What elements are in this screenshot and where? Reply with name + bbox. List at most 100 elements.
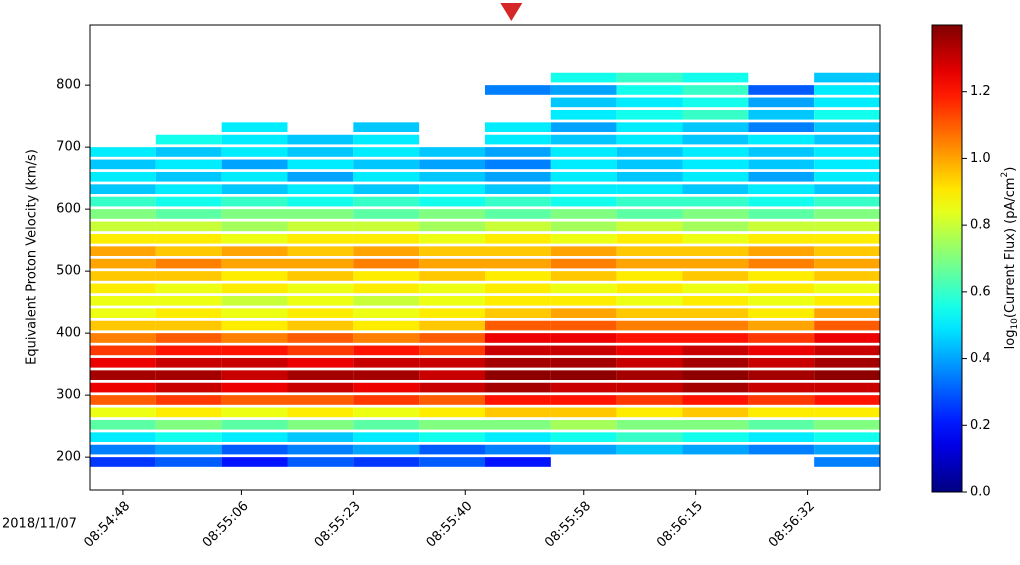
heatmap-cell: [748, 196, 815, 207]
colorbar-tick-label: 0.6: [970, 284, 991, 299]
y-tick-label: 600: [56, 202, 81, 217]
x-tick-label: 08:56:15: [654, 499, 706, 551]
heatmap-cell: [155, 134, 222, 145]
heatmap-cell: [682, 283, 749, 294]
heatmap-cell: [353, 320, 420, 331]
colorbar-title-part: ): [1003, 167, 1018, 172]
heatmap-cell: [221, 308, 288, 319]
heatmap-cell: [419, 395, 485, 405]
heatmap-cell: [485, 171, 551, 182]
heatmap-cell: [616, 184, 683, 195]
heatmap-cell: [550, 134, 617, 145]
heatmap-cell: [485, 209, 551, 219]
heatmap-cell: [616, 196, 683, 207]
heatmap-cell: [814, 109, 880, 120]
heatmap-cell: [814, 134, 880, 145]
heatmap-cell: [485, 407, 551, 418]
colorbar-tick-label: 0.0: [970, 485, 991, 500]
time-marker: [500, 3, 523, 21]
heatmap-cell: [682, 221, 749, 232]
heatmap-cell: [682, 184, 749, 195]
heatmap-cell: [814, 122, 880, 133]
heatmap-cell: [682, 370, 749, 381]
heatmap-cell: [550, 444, 617, 455]
heatmap-cell: [155, 308, 222, 319]
heatmap-cell: [748, 209, 815, 219]
heatmap-cell: [419, 171, 485, 182]
heatmap-cell: [221, 419, 288, 430]
heatmap-cell: [221, 271, 288, 281]
heatmap-cell: [814, 333, 880, 343]
heatmap-cell: [814, 395, 880, 405]
heatmap-cell: [682, 320, 749, 331]
heatmap-cell: [616, 333, 683, 343]
heatmap-cell: [221, 333, 288, 343]
heatmap-cell: [221, 147, 288, 157]
heatmap-cell: [419, 258, 485, 269]
heatmap-cell: [550, 407, 617, 418]
heatmap-cell: [616, 370, 683, 381]
heatmap-cell: [90, 419, 156, 430]
heatmap-cell: [287, 308, 354, 319]
heatmap-cell: [155, 382, 222, 393]
heatmap-cell: [287, 345, 354, 356]
heatmap-cell: [90, 333, 156, 343]
heatmap-cell: [90, 209, 156, 219]
heatmap-cell: [221, 171, 288, 182]
colorbar-tick-label: 1.2: [970, 84, 991, 99]
heatmap-cell: [616, 283, 683, 294]
heatmap-cell: [616, 134, 683, 145]
heatmap-cell: [550, 271, 617, 281]
colorbar-title: log10(Current Flux) (pA/cm2): [1000, 167, 1020, 350]
heatmap-cell: [90, 345, 156, 356]
heatmap-cell: [155, 233, 222, 244]
colorbar-title-part: log: [1003, 330, 1018, 350]
heatmap-cell: [155, 407, 222, 418]
heatmap-cell: [155, 246, 222, 257]
heatmap-cell: [221, 395, 288, 405]
x-date-label: 2018/11/07: [2, 517, 77, 532]
heatmap-cell: [155, 221, 222, 232]
heatmap-cell: [550, 419, 617, 430]
colorbar-tick-label: 0.8: [970, 218, 991, 233]
heatmap-cell: [353, 159, 420, 170]
heatmap-cell: [550, 432, 617, 443]
x-tick-label: 08:55:23: [312, 499, 364, 551]
heatmap-cell: [287, 333, 354, 343]
heatmap-cell: [616, 308, 683, 319]
heatmap-cell: [287, 407, 354, 418]
x-tick-label: 08:56:32: [766, 499, 818, 551]
heatmap-cell: [682, 147, 749, 157]
heatmap-cell: [287, 134, 354, 145]
heatmap-cell: [287, 271, 354, 281]
heatmap-cell: [485, 159, 551, 170]
heatmap-cell: [419, 246, 485, 257]
heatmap-cell: [748, 308, 815, 319]
heatmap-cell: [485, 370, 551, 381]
heatmap-cell: [814, 457, 880, 467]
heatmap-cell: [748, 357, 815, 368]
heatmap-cell: [155, 283, 222, 294]
heatmap-cell: [155, 147, 222, 157]
heatmap-cell: [485, 382, 551, 393]
heatmap-cell: [419, 283, 485, 294]
heatmap-cell: [485, 85, 551, 95]
heatmap-cell: [814, 196, 880, 207]
heatmap-cell: [682, 395, 749, 405]
heatmap-cell: [155, 444, 222, 455]
heatmap-cell: [616, 147, 683, 157]
heatmap-cell: [616, 271, 683, 281]
heatmap-cell: [353, 221, 420, 232]
heatmap-cell: [90, 432, 156, 443]
heatmap-cell: [748, 97, 815, 108]
heatmap-cell: [616, 246, 683, 257]
heatmap-cell: [814, 233, 880, 244]
heatmap-cell: [485, 134, 551, 145]
heatmap-cell: [353, 395, 420, 405]
heatmap-cell: [485, 345, 551, 356]
heatmap-cell: [748, 246, 815, 257]
heatmap-cell: [287, 159, 354, 170]
heatmap-cell: [353, 184, 420, 195]
heatmap-cell: [221, 159, 288, 170]
